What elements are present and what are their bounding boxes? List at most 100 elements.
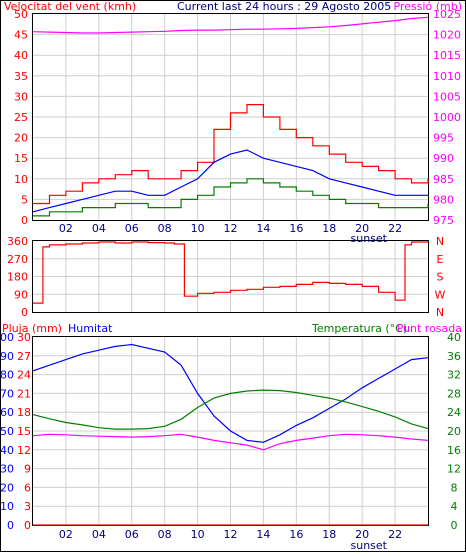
wind-tick-label: 35 [14, 70, 28, 83]
direction-tick-label: 0 [21, 306, 28, 319]
temperature-tick-label: 32 [447, 369, 461, 382]
pressure-tick-label: 1010 [433, 70, 461, 83]
panel3-x-tick-label: 02 [59, 528, 73, 541]
direction-tick-label: 270 [7, 253, 28, 266]
direction-tick-label: 180 [7, 271, 28, 284]
humidity-tick-label: 90 [0, 350, 14, 363]
rain-tick-label: 18 [17, 406, 31, 419]
rain-tick-label: 21 [17, 387, 31, 400]
panel1-x-tick-label: 14 [256, 222, 270, 235]
panel3-x-tick-label: 10 [191, 528, 205, 541]
humidity-tick-label: 100 [0, 331, 14, 344]
humidity-tick-label: 50 [0, 425, 14, 438]
panel1-x-tick-label: 06 [125, 222, 139, 235]
wind-tick-label: 10 [14, 173, 28, 186]
temperature-tick-label: 8 [451, 481, 458, 494]
panel3-x-tick-label: 18 [322, 528, 336, 541]
rain-tick-label: 24 [17, 369, 31, 382]
panel1-x-tick-label: 18 [322, 222, 336, 235]
temperature-tick-label: 12 [447, 463, 461, 476]
pressure-tick-label: 980 [433, 193, 454, 206]
temperature-tick-label: 0 [451, 519, 458, 532]
humidity-tick-label: 80 [0, 369, 14, 382]
panel3-x-tick-label: 12 [224, 528, 238, 541]
panel1-x-tick-label: 12 [224, 222, 238, 235]
panel1-x-tick-label: 08 [158, 222, 172, 235]
grid-layer [33, 14, 428, 525]
wind-low-series [33, 178, 429, 217]
series-layer [32, 16, 429, 526]
wind-gust-series [33, 104, 429, 205]
humidity-tick-label: 20 [0, 481, 14, 494]
panel1-x-tick-label: 02 [59, 222, 73, 235]
temperature-tick-label: 16 [447, 444, 461, 457]
temperature-series [32, 389, 429, 430]
panel1-sunset-label: sunset [351, 232, 388, 245]
wind-tick-label: 5 [21, 193, 28, 206]
wind-speed-title: Velocitat del vent (kmh) [4, 0, 136, 13]
humidity-tick-label: 10 [0, 500, 14, 513]
humidity-tick-label: 30 [0, 463, 14, 476]
dewpoint-title: Punt rosada [397, 322, 462, 335]
temperature-tick-label: 20 [447, 425, 461, 438]
rain-tick-label: 15 [17, 425, 31, 438]
panel1-x-tick-label: 04 [92, 222, 106, 235]
pressure-tick-label: 975 [433, 214, 454, 227]
compass-tick-label: W [435, 288, 446, 301]
pressure-series [32, 16, 429, 34]
compass-tick-label: S [437, 271, 444, 284]
panel3-x-tick-label: 20 [355, 528, 369, 541]
direction-tick-label: 360 [7, 235, 28, 248]
panel3-x-tick-label: 22 [388, 528, 402, 541]
temperature-title: Temperatura (°C) [311, 322, 407, 335]
pressure-tick-label: 1005 [433, 90, 461, 103]
panel1-x-tick-label: 16 [289, 222, 303, 235]
pressure-tick-label: 1020 [433, 29, 461, 42]
direction-tick-label: 90 [14, 288, 28, 301]
temperature-tick-label: 40 [447, 331, 461, 344]
panel1-x-tick-label: 10 [191, 222, 205, 235]
tick-layer: 0510152025303540455097598098599099510001… [0, 8, 461, 552]
rain-tick-label: 6 [24, 481, 31, 494]
wind-tick-label: 20 [14, 132, 28, 145]
panel3-sunset-label: sunset [351, 539, 388, 552]
rain-tick-label: 27 [17, 350, 31, 363]
panel1-x-tick-label: 22 [388, 222, 402, 235]
rain-tick-label: 9 [24, 463, 31, 476]
wind-tick-label: 15 [14, 152, 28, 165]
rain-tick-label: 30 [17, 331, 31, 344]
panel3-x-tick-label: 08 [158, 528, 172, 541]
humidity-tick-label: 0 [7, 519, 14, 532]
pressure-tick-label: 995 [433, 132, 454, 145]
humidity-title: Humitat [68, 322, 113, 335]
pressure-tick-label: 985 [433, 173, 454, 186]
rain-title: Pluja (mm) [2, 322, 62, 335]
rain-tick-label: 12 [17, 444, 31, 457]
wind-tick-label: 50 [14, 8, 28, 21]
panel3-x-tick-label: 14 [256, 528, 270, 541]
humidity-tick-label: 40 [0, 444, 14, 457]
pressure-tick-label: 1025 [433, 8, 461, 21]
humidity-series [32, 343, 429, 443]
pressure-tick-label: 1000 [433, 111, 461, 124]
rain-tick-label: 3 [24, 500, 31, 513]
temperature-tick-label: 36 [447, 350, 461, 363]
wind-direction-series [33, 241, 429, 304]
wind-tick-label: 45 [14, 29, 28, 42]
wind-tick-label: 40 [14, 49, 28, 62]
dewpoint-series [32, 433, 429, 451]
wind-speed-series [32, 149, 428, 213]
wind-tick-label: 25 [14, 111, 28, 124]
chart-title: Current last 24 hours : 29 Agosto 2005 [177, 0, 391, 13]
panel1-x-tick-label: 20 [355, 222, 369, 235]
panel2-frame [32, 240, 429, 313]
pressure-tick-label: 990 [433, 152, 454, 165]
temperature-tick-label: 4 [451, 500, 458, 513]
panel3-x-tick-label: 04 [92, 528, 106, 541]
humidity-tick-label: 60 [0, 406, 14, 419]
compass-tick-label: N [436, 306, 444, 319]
wind-tick-label: 0 [21, 214, 28, 227]
panel1-frame [32, 13, 429, 221]
